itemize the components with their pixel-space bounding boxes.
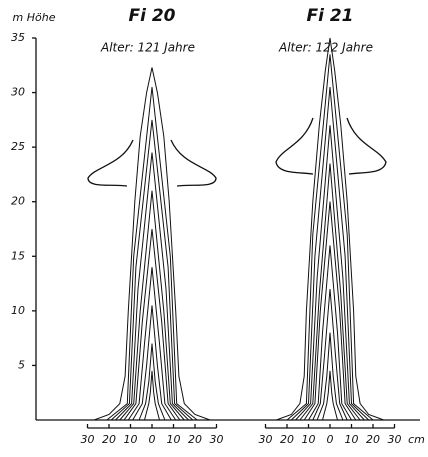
- x-tick-label: 30: [210, 433, 224, 446]
- x-tick-label: 20: [366, 433, 380, 446]
- stem-contour: [151, 343, 166, 421]
- stem-contour: [308, 245, 331, 421]
- stem-contour: [144, 370, 153, 421]
- x-tick-label: 10: [167, 433, 181, 446]
- x-tick-label: 10: [345, 433, 359, 446]
- stem-contour: [329, 245, 352, 421]
- x-tick-label: 30: [259, 433, 273, 446]
- stem-contour: [295, 125, 331, 421]
- stem-contour: [329, 163, 361, 421]
- stem-contour: [151, 305, 172, 421]
- stem-contour: [299, 163, 331, 421]
- stem-contour: [329, 37, 384, 421]
- stem-contour: [316, 332, 331, 421]
- stem-contour: [132, 305, 153, 421]
- x-tick-label: 10: [302, 433, 316, 446]
- stem-contour: [138, 343, 153, 421]
- stem-contour: [127, 267, 153, 421]
- stem-contour: [303, 201, 331, 421]
- stem-contour: [329, 201, 357, 421]
- x-tick-label: 30: [388, 433, 402, 446]
- x-tick-label: 0: [327, 433, 334, 446]
- x-tick-label: 20: [188, 433, 202, 446]
- x-tick-label: 20: [280, 433, 294, 446]
- stem-contour: [329, 288, 348, 421]
- chart-title: Fi 20: [128, 6, 175, 26]
- stem-contour: [151, 87, 198, 421]
- y-tick-label: 25: [11, 140, 25, 153]
- stem-contour: [290, 87, 331, 421]
- crown-outline: [275, 117, 387, 175]
- stem-contour: [151, 190, 185, 421]
- stem-contour: [106, 87, 153, 421]
- stem-contour: [123, 228, 153, 421]
- chart-title: Fi 21: [306, 6, 353, 26]
- x-axis-label: cm: [408, 433, 425, 446]
- stem-contour: [151, 228, 181, 421]
- stem-contour: [115, 152, 153, 421]
- stem-contour: [93, 67, 153, 421]
- stem-contour: [151, 152, 189, 421]
- stem-contour: [329, 370, 338, 421]
- stem-contour: [119, 190, 153, 421]
- stem-contour: [110, 119, 153, 421]
- y-tick-label: 20: [11, 195, 25, 208]
- crown-outline: [87, 139, 217, 187]
- stem-contour: [329, 87, 370, 421]
- x-tick-label: 30: [81, 433, 95, 446]
- y-tick-label: 10: [11, 304, 25, 317]
- y-tick-label: 5: [18, 358, 25, 371]
- x-tick-label: 0: [149, 433, 156, 446]
- stem-contour: [329, 332, 344, 421]
- stem-contour: [151, 370, 160, 421]
- y-axis-label: m Höhe: [13, 11, 56, 24]
- stem-contour: [329, 54, 374, 421]
- stem-contour: [151, 267, 177, 421]
- annotation: Alter: 122 Jahre: [278, 41, 373, 55]
- stem-contour: [312, 288, 331, 421]
- stem-contour: [286, 54, 331, 421]
- stem-contour: [151, 67, 211, 421]
- stem-contour: [151, 119, 194, 421]
- stem-contour: [276, 37, 331, 421]
- stem-contour: [329, 125, 365, 421]
- annotation: Alter: 121 Jahre: [100, 41, 195, 55]
- x-tick-label: 10: [124, 433, 138, 446]
- stem-contour: [322, 370, 331, 421]
- y-tick-label: 15: [11, 249, 25, 262]
- x-tick-label: 20: [102, 433, 116, 446]
- y-tick-label: 30: [11, 86, 25, 99]
- y-tick-label: 35: [11, 31, 25, 44]
